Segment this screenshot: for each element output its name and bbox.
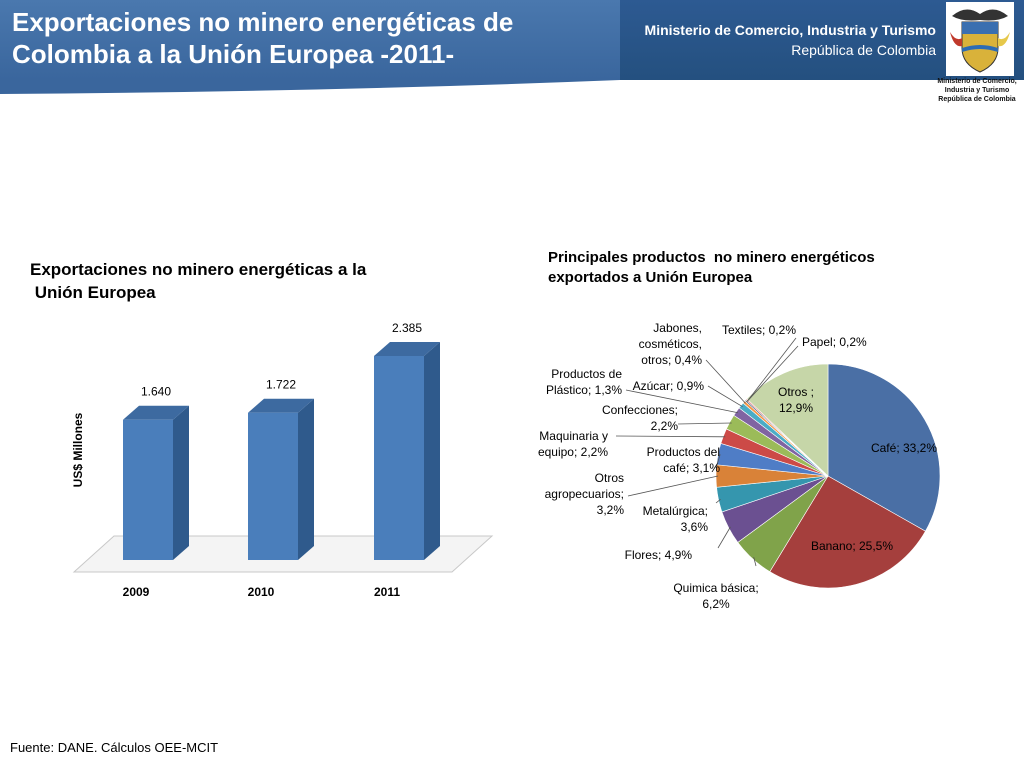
pie-leader-line bbox=[705, 359, 746, 404]
bar-chart-title-line2: Unión Europea bbox=[30, 283, 156, 302]
pie-slice-label: Café; 33,2% bbox=[871, 441, 937, 455]
seal-caption-line: Ministerio de Comercio, bbox=[937, 78, 1017, 85]
bar-front bbox=[123, 419, 173, 560]
bar-front bbox=[374, 356, 424, 560]
pie-chart-title: Principales productos no minero energéti… bbox=[548, 248, 875, 288]
bar-front bbox=[248, 412, 298, 560]
pie-leader-line bbox=[717, 526, 731, 549]
pie-slice-label: Quimica básica; 6,2% bbox=[673, 581, 758, 611]
source-note: Fuente: DANE. Cálculos OEE-MCIT bbox=[10, 740, 219, 755]
ministry-label: Ministerio de Comercio, Industria y Turi… bbox=[645, 20, 936, 60]
pie-slice-label: Productos del café; 3,1% bbox=[647, 445, 721, 475]
bar-top bbox=[123, 405, 189, 420]
page-title-line2: Colombia a la Unión Europea -2011- bbox=[12, 39, 455, 69]
pie-leader-line bbox=[753, 557, 757, 567]
pie-chart: Café; 33,2% Banano; 25,5% Quimica básica; 6… bbox=[538, 321, 941, 611]
y-axis-label: US$ Millones bbox=[71, 412, 85, 487]
bar: 2.385 2011 bbox=[374, 321, 440, 599]
bar-chart-title: Exportaciones no minero energéticas a la… bbox=[30, 258, 366, 304]
pie-leader-line bbox=[677, 422, 732, 425]
header-title-band bbox=[0, 0, 620, 80]
seal-caption-line: Industria y Turismo bbox=[944, 87, 1010, 94]
pie-leader-line bbox=[615, 435, 726, 438]
bar: 1.640 2009 bbox=[123, 385, 189, 599]
bar-top bbox=[248, 398, 314, 413]
pie-slice-label: Otros agropecuarios; 3,2% bbox=[545, 471, 625, 517]
header: Exportaciones no minero energéticas de C… bbox=[0, 0, 1024, 103]
pie-leader-line bbox=[627, 475, 719, 497]
bar-data-label: 2.385 bbox=[392, 321, 422, 335]
x-tick-label: 2011 bbox=[374, 585, 400, 599]
pie-leader-line bbox=[715, 499, 721, 504]
bar-chart-title-line1: Exportaciones no minero energéticas a la bbox=[30, 260, 367, 279]
bar-data-label: 1.640 bbox=[141, 385, 171, 399]
pie-slice-label: Flores; 4,9% bbox=[625, 548, 693, 562]
pie-leader-line bbox=[747, 345, 799, 401]
pie-slice bbox=[746, 363, 829, 477]
header-curve bbox=[0, 78, 620, 94]
pie-slice-label: Productos de Plástico; 1,3% bbox=[546, 367, 622, 397]
ministry-name: Ministerio de Comercio, Industria y Turi… bbox=[644, 22, 936, 38]
pie-slice-label: Otros ; 12,9% bbox=[778, 385, 814, 415]
bar: 1.722 2010 bbox=[248, 378, 314, 599]
bar-side bbox=[298, 398, 314, 560]
pie-chart-title-line2: exportados a Unión Europea bbox=[548, 269, 753, 286]
seal-caption: Ministerio de Comercio, Industria y Turi… bbox=[930, 77, 1024, 104]
pie-leader-line bbox=[707, 385, 743, 408]
page-title: Exportaciones no minero energéticas de C… bbox=[12, 6, 612, 70]
pie-slice-label: Metalúrgica; 3,6% bbox=[643, 504, 709, 534]
coat-of-arms-icon bbox=[946, 2, 1014, 76]
pie-slice-label: Azúcar; 0,9% bbox=[633, 379, 705, 393]
x-tick-label: 2010 bbox=[248, 585, 275, 599]
page-title-line1: Exportaciones no minero energéticas de bbox=[12, 7, 514, 37]
ministry-country: República de Colombia bbox=[791, 42, 936, 58]
pie-slice-label: Banano; 25,5% bbox=[811, 539, 893, 553]
seal-caption-line: República de Colombia bbox=[938, 96, 1016, 103]
pie-slice-label: Confecciones; 2,2% bbox=[602, 403, 678, 433]
x-tick-label: 2009 bbox=[123, 585, 150, 599]
bar-data-label: 1.722 bbox=[266, 378, 296, 392]
pie-leader-line bbox=[625, 389, 739, 414]
pie-slice-label: Maquinaria y equipo; 2,2% bbox=[538, 429, 608, 459]
pie-leader-line bbox=[746, 337, 797, 402]
pie-leader-line bbox=[715, 454, 721, 469]
bar-side bbox=[173, 405, 189, 560]
pie-chart-title-line1: Principales productos no minero energéti… bbox=[548, 249, 875, 266]
pie-slice-label: Textiles; 0,2% bbox=[722, 323, 796, 337]
pie-slice-label: Jabones, cosméticos, otros; 0,4% bbox=[639, 321, 703, 367]
pie-slice bbox=[827, 363, 941, 532]
bar-side bbox=[424, 342, 440, 560]
pie-slice bbox=[769, 475, 926, 589]
bar-chart: US$ Millones 1.640 2009 1.722 2010 2.385 2011 bbox=[71, 321, 494, 599]
pie-slice-label: Papel; 0,2% bbox=[802, 335, 867, 349]
bar-top bbox=[374, 342, 440, 356]
